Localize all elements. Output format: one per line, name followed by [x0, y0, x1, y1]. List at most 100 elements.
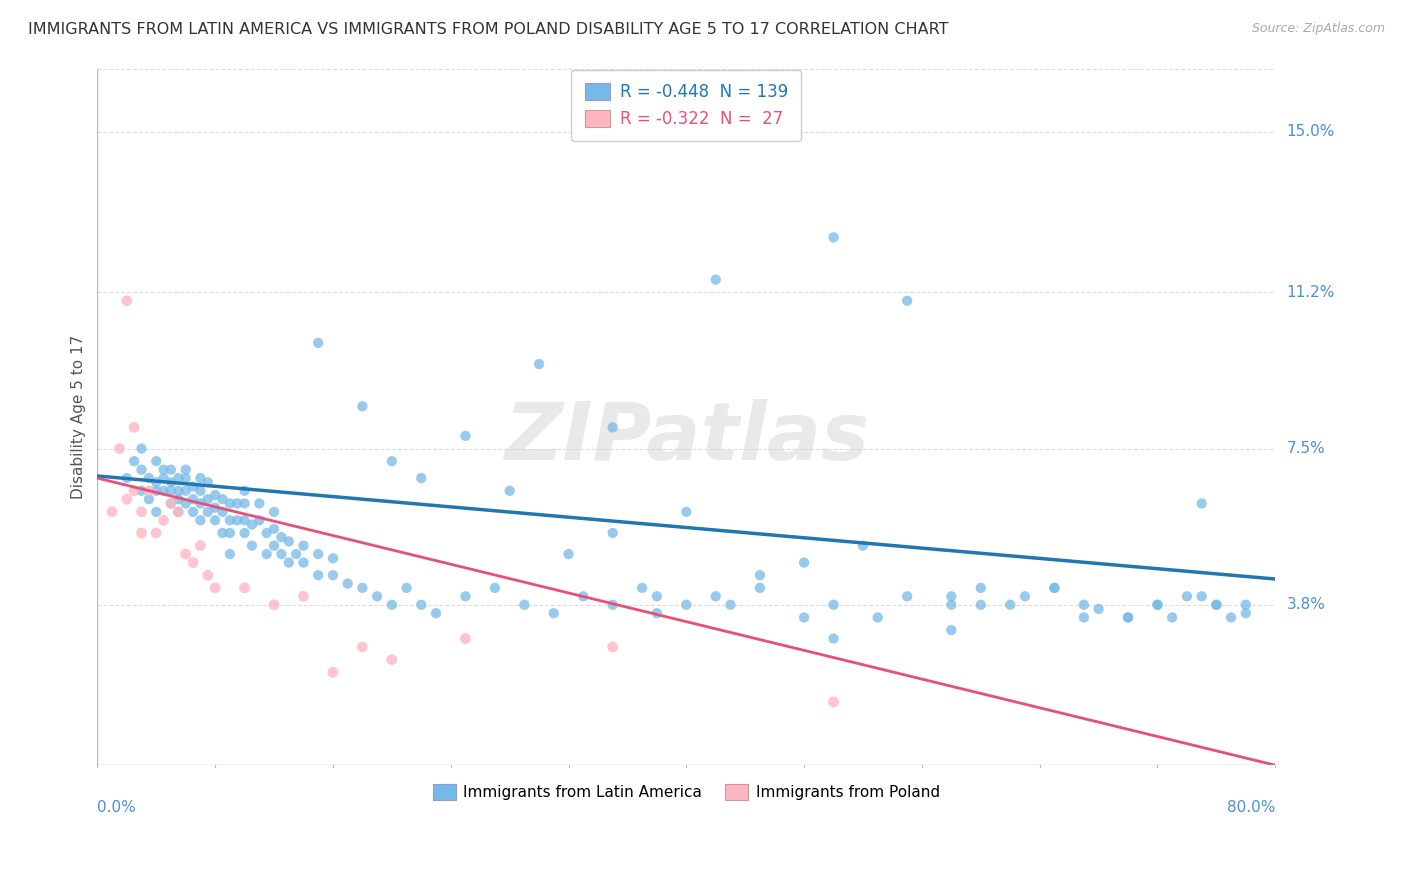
Point — [352, 640, 374, 654]
Point — [181, 556, 204, 570]
Point — [115, 471, 138, 485]
Point — [381, 653, 404, 667]
Point — [292, 539, 315, 553]
Point — [277, 534, 299, 549]
Point — [160, 475, 183, 490]
Point — [1220, 610, 1243, 624]
Point — [233, 483, 256, 498]
Point — [181, 492, 204, 507]
Point — [101, 505, 124, 519]
Point — [1234, 606, 1257, 620]
Point — [190, 471, 212, 485]
Point — [1073, 610, 1095, 624]
Point — [263, 522, 285, 536]
Point — [307, 336, 329, 351]
Point — [602, 420, 624, 434]
Point — [1191, 496, 1213, 510]
Point — [131, 442, 153, 456]
Point — [381, 598, 404, 612]
Point — [138, 471, 160, 485]
Point — [852, 539, 875, 553]
Point — [145, 483, 167, 498]
Point — [970, 581, 993, 595]
Point — [823, 632, 845, 646]
Point — [115, 492, 138, 507]
Point — [122, 454, 145, 468]
Point — [1043, 581, 1066, 595]
Point — [145, 526, 167, 541]
Point — [704, 272, 727, 286]
Point — [823, 230, 845, 244]
Point — [941, 598, 963, 612]
Point — [748, 581, 770, 595]
Point — [256, 547, 278, 561]
Point — [322, 551, 344, 566]
Point — [190, 513, 212, 527]
Point — [240, 517, 263, 532]
Point — [1043, 581, 1066, 595]
Point — [543, 606, 565, 620]
Point — [138, 483, 160, 498]
Y-axis label: Disability Age 5 to 17: Disability Age 5 to 17 — [72, 334, 86, 499]
Point — [1087, 602, 1109, 616]
Point — [527, 357, 550, 371]
Point — [823, 695, 845, 709]
Point — [115, 293, 138, 308]
Point — [204, 488, 226, 502]
Point — [174, 471, 197, 485]
Point — [352, 400, 374, 414]
Point — [307, 568, 329, 582]
Point — [152, 513, 174, 527]
Point — [970, 598, 993, 612]
Point — [211, 505, 233, 519]
Point — [270, 547, 292, 561]
Point — [270, 530, 292, 544]
Point — [411, 471, 433, 485]
Point — [218, 496, 240, 510]
Point — [167, 505, 190, 519]
Point — [138, 492, 160, 507]
Point — [1116, 610, 1139, 624]
Point — [233, 496, 256, 510]
Point — [167, 483, 190, 498]
Point — [108, 442, 131, 456]
Point — [152, 483, 174, 498]
Point — [484, 581, 506, 595]
Point — [941, 623, 963, 637]
Point — [181, 479, 204, 493]
Point — [174, 463, 197, 477]
Point — [336, 576, 359, 591]
Text: ZIPatlas: ZIPatlas — [503, 399, 869, 476]
Point — [704, 590, 727, 604]
Point — [307, 547, 329, 561]
Point — [263, 598, 285, 612]
Point — [204, 500, 226, 515]
Point — [675, 598, 697, 612]
Point — [454, 590, 477, 604]
Point — [197, 505, 219, 519]
Point — [675, 505, 697, 519]
Point — [366, 590, 388, 604]
Point — [1000, 598, 1022, 612]
Point — [395, 581, 418, 595]
Point — [197, 568, 219, 582]
Point — [167, 492, 190, 507]
Point — [211, 492, 233, 507]
Point — [748, 568, 770, 582]
Point — [1014, 590, 1036, 604]
Point — [1191, 590, 1213, 604]
Point — [174, 496, 197, 510]
Point — [720, 598, 742, 612]
Legend: Immigrants from Latin America, Immigrants from Poland: Immigrants from Latin America, Immigrant… — [426, 778, 946, 806]
Point — [602, 640, 624, 654]
Text: 3.8%: 3.8% — [1286, 598, 1326, 612]
Point — [1175, 590, 1198, 604]
Point — [122, 420, 145, 434]
Point — [425, 606, 447, 620]
Point — [181, 505, 204, 519]
Point — [131, 483, 153, 498]
Point — [1205, 598, 1227, 612]
Point — [557, 547, 579, 561]
Point — [823, 598, 845, 612]
Text: 7.5%: 7.5% — [1286, 441, 1324, 456]
